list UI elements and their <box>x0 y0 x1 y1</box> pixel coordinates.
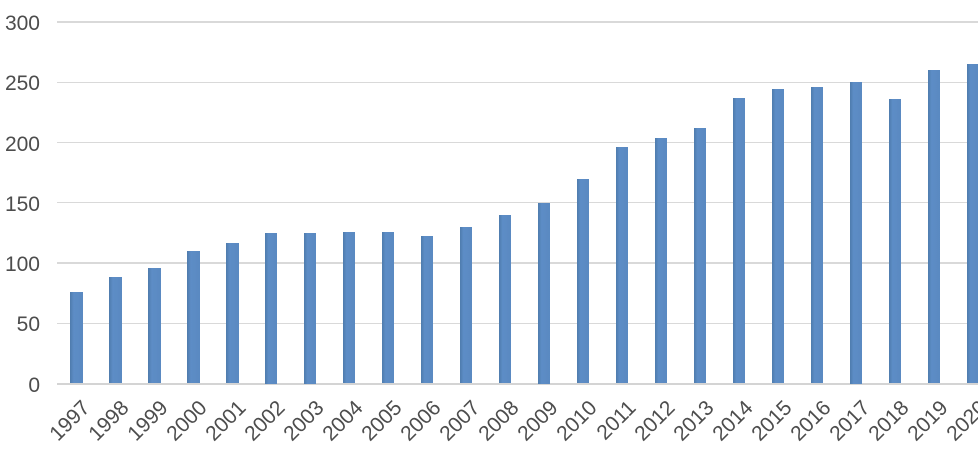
bar-2014 <box>732 97 746 384</box>
bar-2016 <box>810 87 824 384</box>
bar-2000 <box>186 250 200 384</box>
gridline-100 <box>57 262 978 264</box>
bar-2005 <box>381 231 395 384</box>
y-tick-label-0: 0 <box>28 373 40 397</box>
y-tick-label-250: 250 <box>4 72 40 96</box>
bar-2015 <box>771 89 785 384</box>
y-tick-label-150: 150 <box>4 192 40 216</box>
bar-2001 <box>225 242 239 384</box>
bar-1998 <box>108 277 122 384</box>
y-tick-label-200: 200 <box>4 132 40 156</box>
bar-2010 <box>576 178 590 384</box>
bar-2017 <box>849 82 863 384</box>
bar-2003 <box>303 232 317 384</box>
gridline-150 <box>57 202 978 204</box>
bar-2004 <box>342 231 356 384</box>
gridline-50 <box>57 322 978 324</box>
bar-2007 <box>459 226 473 384</box>
y-tick-label-50: 50 <box>16 313 40 337</box>
y-tick-label-100: 100 <box>4 253 40 276</box>
bar-2002 <box>264 232 278 384</box>
bar-2019 <box>927 70 941 384</box>
bar-2020 <box>966 64 978 384</box>
gridline-300 <box>57 21 978 23</box>
bar-2011 <box>615 147 629 384</box>
bar-1999 <box>147 267 161 384</box>
bar-2009 <box>537 202 551 384</box>
bar-1997 <box>70 291 83 384</box>
bar-2018 <box>888 99 902 384</box>
bar-2006 <box>420 236 434 384</box>
gridline-200 <box>57 141 978 144</box>
y-tick-label-300: 300 <box>4 12 40 35</box>
bar-2012 <box>654 137 668 384</box>
gridline-250 <box>57 81 978 83</box>
bar-2013 <box>693 128 707 384</box>
x-axis-line <box>57 382 978 385</box>
bar-2008 <box>498 214 512 384</box>
